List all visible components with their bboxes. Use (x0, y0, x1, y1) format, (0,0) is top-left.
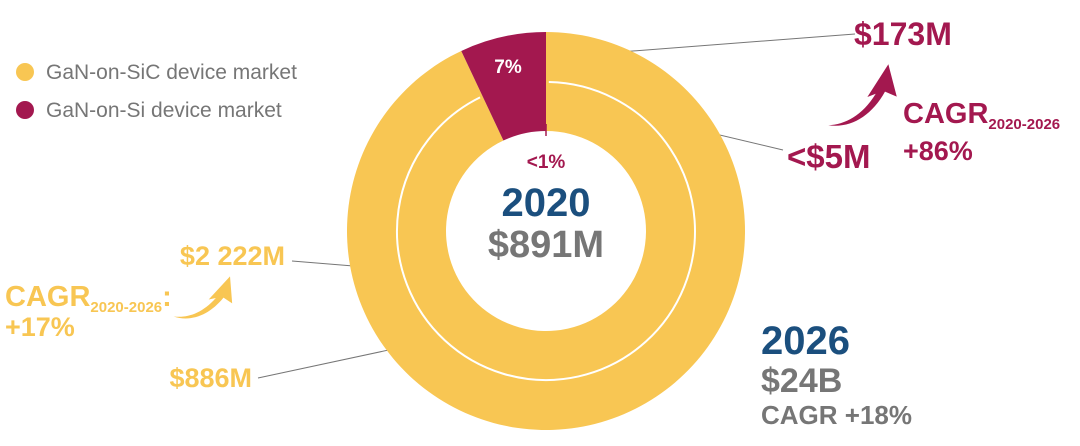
svg-text:+17%: +17% (5, 312, 75, 342)
svg-text:2026: 2026 (761, 319, 850, 363)
svg-text:7%: 7% (494, 57, 522, 78)
svg-text:<$5M: <$5M (787, 138, 870, 175)
svg-text:GaN-on-Si device market: GaN-on-Si device market (46, 99, 282, 122)
svg-text:CAGR +18%: CAGR +18% (761, 400, 912, 430)
svg-text:GaN-on-SiC device market: GaN-on-SiC device market (46, 61, 297, 84)
svg-text:$886M: $886M (169, 363, 252, 393)
svg-text:$2 222M: $2 222M (180, 241, 285, 271)
svg-text:$24B: $24B (761, 362, 842, 400)
svg-text:CAGR2020-2026: CAGR2020-2026 (903, 98, 1060, 133)
svg-text:2020: 2020 (502, 181, 591, 225)
svg-text:CAGR2020-2026:: CAGR2020-2026: (5, 281, 172, 316)
svg-text:+86%: +86% (903, 136, 973, 166)
svg-text:<1%: <1% (527, 152, 566, 173)
svg-text:$173M: $173M (854, 16, 952, 52)
svg-text:$891M: $891M (488, 224, 604, 266)
